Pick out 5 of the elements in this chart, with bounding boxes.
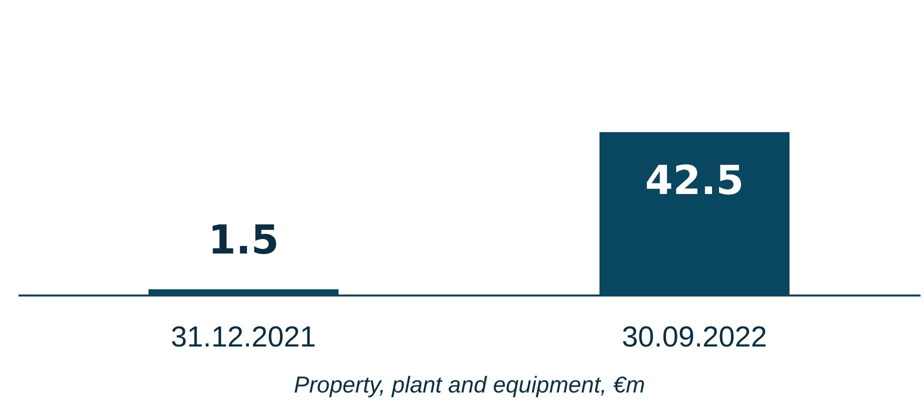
data-label: 42.5 [645,158,744,204]
x-axis-title: Property, plant and equipment, €m [294,372,646,398]
data-label: 1.5 [208,217,279,264]
x-tick-label: 31.12.2021 [170,322,316,354]
x-tick-label: 30.09.2022 [622,322,768,354]
